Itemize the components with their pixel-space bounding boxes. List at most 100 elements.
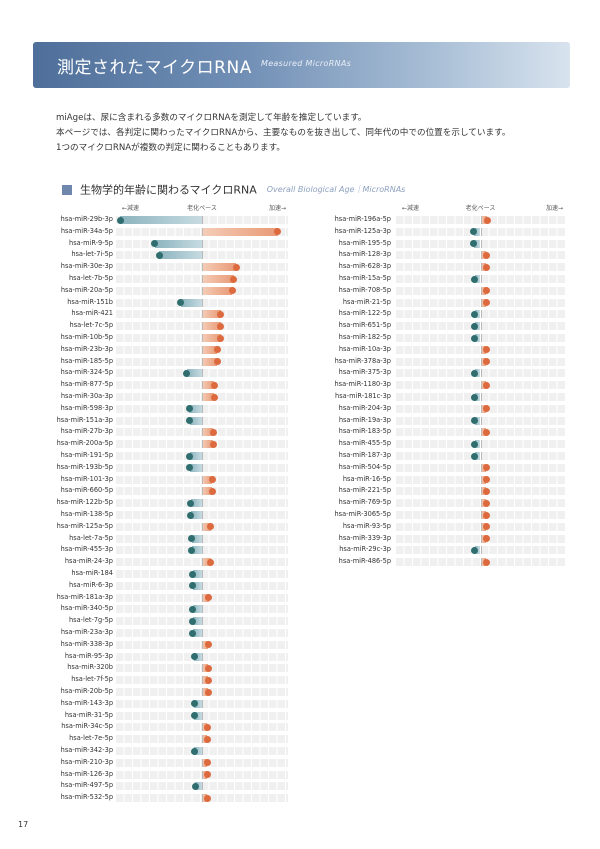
mirna-label: hsa-miR-1180-3p: [334, 380, 391, 389]
axis-left-label: ←減速: [122, 205, 140, 212]
mirna-track: [396, 511, 565, 519]
mirna-label: hsa-miR-3065-5p: [334, 510, 391, 518]
mirna-track: [116, 251, 288, 260]
mirna-label: hsa-miR-125a-3p: [334, 226, 391, 235]
decelerate-dot: [116, 216, 124, 224]
mirna-track: [116, 404, 288, 413]
accelerate-dot: [203, 759, 211, 767]
accelerate-bar: [202, 487, 213, 496]
mirna-label: hsa-miR-151b: [67, 297, 113, 306]
mirna-row: hsa-miR-375-3p: [300, 367, 565, 379]
mirna-track: [396, 463, 565, 472]
mirna-track: [116, 475, 288, 484]
mirna-label: hsa-let-7g-5p: [68, 616, 113, 625]
accelerate-dot: [217, 310, 225, 318]
mirna-track: [116, 345, 288, 354]
mirna-track: [116, 239, 288, 248]
accelerate-dot: [230, 275, 238, 283]
baseline-marker: [202, 794, 203, 803]
baseline-marker: [202, 629, 203, 637]
mirna-track: [116, 369, 288, 378]
mirna-track: [116, 640, 288, 649]
mirna-row: hsa-miR-143-3p: [0, 698, 288, 710]
mirna-row: hsa-miR-34a-5p: [0, 226, 288, 238]
accelerate-dot: [482, 263, 490, 271]
title-banner: 測定されたマイクロRNA Measured MicroRNAs: [33, 42, 570, 88]
mirna-track: [396, 393, 565, 401]
mirna-label: hsa-miR-455-3p: [60, 545, 113, 554]
decelerate-bar: [191, 546, 202, 555]
mirna-track: [396, 216, 565, 224]
accelerate-bar: [202, 286, 233, 295]
mirna-label: hsa-miR-19a-3p: [338, 415, 391, 424]
mirna-label: hsa-miR-486-5p: [338, 557, 391, 566]
baseline-marker: [202, 688, 203, 696]
decelerate-bar: [190, 511, 202, 519]
baseline-marker: [202, 475, 203, 484]
decelerate-bar: [190, 499, 202, 508]
mirna-row: hsa-miR-6-3p: [0, 580, 288, 592]
baseline-marker: [202, 499, 203, 508]
mirna-label: hsa-miR-200a-5p: [56, 439, 113, 448]
mirna-row: hsa-miR-19a-3p: [300, 415, 565, 427]
mirna-row: hsa-miR-20b-5p: [0, 686, 288, 698]
mirna-row: hsa-miR-125a-5p: [0, 521, 288, 533]
mirna-track: [116, 617, 288, 626]
decelerate-bar: [194, 699, 202, 708]
baseline-marker: [480, 216, 482, 224]
mirna-label: hsa-miR-122b-5p: [56, 498, 113, 507]
accelerate-dot: [203, 723, 211, 731]
mirna-row: hsa-miR-126-3p: [0, 769, 288, 781]
mirna-track: [396, 263, 565, 272]
decelerate-dot: [470, 240, 478, 248]
accelerate-dot: [203, 794, 211, 802]
baseline-marker: [480, 534, 482, 543]
decelerate-dot: [471, 334, 479, 342]
accelerate-dot: [482, 476, 490, 484]
accelerate-dot: [228, 287, 236, 295]
decelerate-bar: [180, 298, 202, 307]
mirna-row: hsa-miR-185-5p: [0, 356, 288, 368]
baseline-marker: [202, 511, 203, 519]
mirna-track: [116, 322, 288, 331]
mirna-track: [396, 369, 565, 378]
decelerate-bar: [473, 239, 481, 248]
baseline-marker: [202, 747, 203, 755]
accelerate-bar: [202, 393, 215, 401]
mirna-row: hsa-miR-95-3p: [0, 651, 288, 663]
accelerate-dot: [210, 393, 218, 401]
decelerate-bar: [194, 711, 202, 720]
accelerate-bar: [202, 558, 211, 567]
mirna-row: hsa-miR-324-5p: [0, 367, 288, 379]
mirna-row: hsa-miR-23a-3p: [0, 627, 288, 639]
baseline-marker: [480, 475, 482, 484]
mirna-row: hsa-miR-195-5p: [300, 238, 565, 250]
mirna-row: hsa-miR-378a-3p: [300, 356, 565, 368]
decelerate-dot: [151, 240, 159, 248]
mirna-row: hsa-miR-34c-5p: [0, 721, 288, 733]
axis-header: ←減速 老化ペース 加速→: [396, 203, 565, 213]
mirna-label: hsa-miR-651-5p: [338, 321, 391, 330]
decelerate-dot: [177, 299, 184, 307]
decelerate-dot: [186, 452, 194, 460]
accelerate-dot: [208, 487, 216, 495]
decelerate-dot: [191, 782, 199, 790]
mirna-row: hsa-miR-210-3p: [0, 757, 288, 769]
mirna-track: [396, 487, 565, 496]
mirna-label: hsa-miR-421: [71, 309, 113, 318]
baseline-marker: [480, 416, 482, 425]
baseline-marker: [480, 369, 482, 378]
decelerate-dot: [188, 546, 196, 554]
decelerate-dot: [471, 393, 479, 401]
decelerate-dot: [188, 535, 196, 543]
mirna-row: hsa-miR-651-5p: [300, 320, 565, 332]
decelerate-dot: [183, 369, 191, 377]
mirna-label: hsa-miR-185-5p: [60, 356, 113, 365]
mirna-label: hsa-miR-193b-5p: [56, 462, 113, 471]
mirna-label: hsa-miR-93-5p: [342, 521, 391, 530]
decelerate-dot: [190, 700, 198, 708]
mirna-row: hsa-miR-10a-3p: [300, 344, 565, 356]
mirna-track: [116, 487, 288, 496]
mirna-row: hsa-miR-15a-5p: [300, 273, 565, 285]
mirna-row: hsa-miR-497-5p: [0, 780, 288, 792]
